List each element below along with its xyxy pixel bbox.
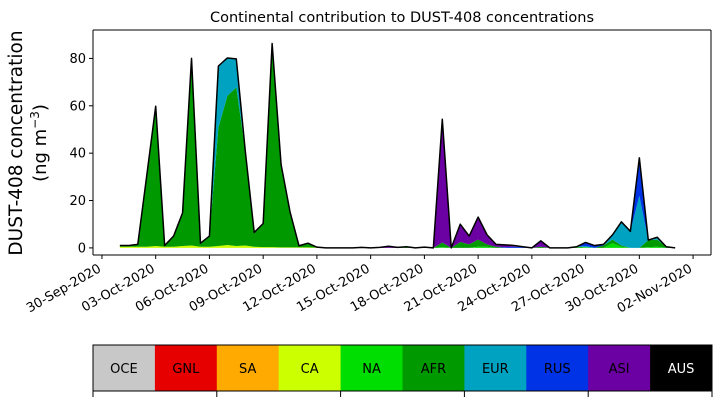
legend-swatch-asi [588,345,651,391]
legend-swatch-na [340,345,403,391]
y-axis-unit-close: ) [30,104,51,111]
legend-frame [92,344,713,392]
y-axis-unit-sup: −3 [28,111,42,129]
y-axis-label: DUST-408 concentration (ng m−3) [6,30,51,255]
y-tick-label: 20 [69,194,86,209]
legend-label-asi: ASI [609,362,630,377]
legend-swatch-rus [526,345,589,391]
legend-swatch-sa [216,345,279,391]
legend-label-eur: EUR [482,362,509,377]
legend-label-oce: OCE [110,362,138,377]
y-tick-label: 0 [78,241,86,256]
legend-label-gnl: GNL [172,362,200,377]
series-area-afr [119,43,676,248]
series-area-aus [119,43,676,248]
total-outline [119,42,676,249]
legend-label-sa: SA [239,362,256,377]
legend-swatch-gnl [154,345,218,391]
y-tick-label: 60 [69,99,86,114]
plot-area [119,42,676,249]
legend-swatch-oce [93,345,156,391]
y-axis-label-line1: DUST-408 concentration [6,30,27,255]
legend-label-aus: AUS [668,362,695,377]
legend-label-rus: RUS [544,362,571,377]
series-area-asi [119,43,676,248]
series-area-eur [119,43,676,248]
y-tick-label: 80 [69,52,86,67]
legend-label-na: NA [362,362,381,377]
series-area-na [119,243,676,248]
legend-swatch-afr [402,345,465,391]
series-area-ca [119,245,676,248]
chart-title: Continental contribution to DUST-408 con… [210,10,594,26]
y-tick-label: 40 [69,147,86,162]
legend-swatch-aus [650,345,713,391]
legend-swatch-ca [278,345,341,391]
legend-label-afr: AFR [421,362,446,377]
legend-swatch-eur [464,345,527,391]
series-area-rus [119,43,676,248]
axes: 02040608030-Sep-202003-Oct-202006-Oct-20… [24,29,712,316]
colorbar-legend: OCE GNL SA CA NA AFR EUR RUS ASI AUS [92,344,713,397]
y-axis-label-line2: (ng m−3) [28,104,51,182]
y-axis-unit-base: (ng m [30,129,51,182]
legend-label-ca: CA [301,362,319,377]
